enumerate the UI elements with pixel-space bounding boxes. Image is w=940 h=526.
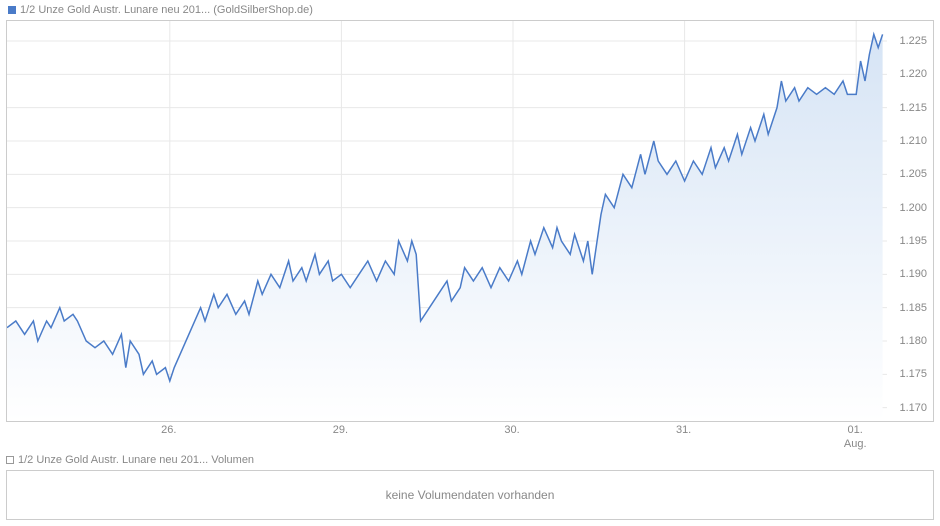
y-tick-label: 1.170 (899, 402, 927, 414)
price-chart: 1.170 1.175 1.180 1.185 1.190 1.195 1.200 1.205… (6, 20, 934, 422)
legend-source: (GoldSilberShop.de) (210, 4, 313, 16)
x-tick-label: 01.Aug. (844, 424, 867, 450)
y-tick-label: 1.190 (899, 268, 927, 280)
y-tick-label: 1.185 (899, 302, 927, 314)
x-tick-label: 29. (333, 424, 348, 436)
volume-panel: keine Volumendaten vorhanden (6, 470, 934, 520)
legend-series-label: 1/2 Unze Gold Austr. Lunare neu 201... (20, 4, 210, 16)
x-axis: 26. 29. 30. 31. 01.Aug. (6, 424, 886, 454)
volume-swatch (6, 456, 14, 464)
chart-svg (7, 21, 887, 421)
x-tick-label: 26. (161, 424, 176, 436)
y-tick-label: 1.215 (899, 102, 927, 114)
chart-legend: 1/2 Unze Gold Austr. Lunare neu 201... (… (0, 0, 940, 20)
plot-area (7, 21, 887, 421)
y-tick-label: 1.225 (899, 35, 927, 47)
y-tick-label: 1.180 (899, 335, 927, 347)
volume-legend: 1/2 Unze Gold Austr. Lunare neu 201... V… (6, 454, 254, 466)
x-tick-label: 31. (676, 424, 691, 436)
x-tick-label: 30. (504, 424, 519, 436)
y-tick-label: 1.205 (899, 168, 927, 180)
y-tick-label: 1.175 (899, 368, 927, 380)
y-tick-label: 1.195 (899, 235, 927, 247)
y-axis: 1.170 1.175 1.180 1.185 1.190 1.195 1.200 1.205… (887, 21, 933, 421)
y-tick-label: 1.210 (899, 135, 927, 147)
volume-empty-text: keine Volumendaten vorhanden (386, 488, 555, 502)
y-tick-label: 1.220 (899, 68, 927, 80)
y-tick-label: 1.200 (899, 202, 927, 214)
legend-swatch (8, 6, 16, 14)
volume-legend-label: 1/2 Unze Gold Austr. Lunare neu 201... V… (18, 454, 254, 466)
